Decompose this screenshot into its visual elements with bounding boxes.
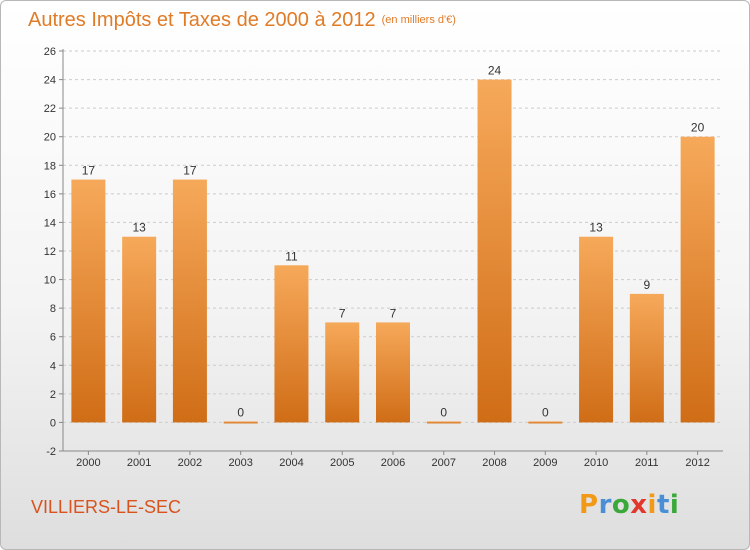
chart-title-main: Autres Impôts et Taxes de 2000 à 2012 (28, 9, 376, 31)
x-tick-label-2007: 2007 (432, 457, 456, 469)
y-tick-label: 0 (50, 417, 56, 429)
y-tick-label: 4 (50, 360, 56, 372)
bar-2008 (477, 79, 512, 423)
x-tick-label-2011: 2011 (635, 457, 659, 469)
bar-2000 (71, 179, 106, 423)
y-tick-label: 22 (44, 103, 56, 115)
data-label-2006: 7 (390, 306, 397, 320)
y-tick-label: 20 (44, 132, 56, 144)
bar-2006 (376, 322, 410, 423)
y-tick-label: 14 (44, 217, 56, 229)
x-tick-label-2003: 2003 (228, 457, 252, 469)
x-tick-label-2006: 2006 (381, 457, 405, 469)
data-label-2002: 17 (183, 164, 197, 178)
logo-letter: r (598, 490, 612, 520)
x-tick-label-2009: 2009 (533, 457, 557, 469)
logo-letter: P (579, 490, 599, 520)
x-tick-label-2001: 2001 (127, 457, 151, 469)
logo-letter: i (647, 490, 657, 520)
bar-2010 (579, 236, 614, 423)
data-label-2001: 13 (132, 221, 146, 235)
y-tick-label: 24 (44, 75, 56, 87)
data-label-2011: 9 (644, 278, 651, 292)
x-tick-label-2008: 2008 (482, 457, 506, 469)
chart-title-unit: (en milliers d'€) (381, 14, 456, 26)
data-label-2010: 13 (589, 221, 603, 235)
y-tick-label: 2 (50, 389, 56, 401)
x-tick-label-2004: 2004 (279, 457, 303, 469)
y-tick-label: 18 (44, 160, 56, 172)
logo-letter: o (611, 490, 631, 520)
bar-2011 (629, 293, 664, 423)
y-tick-label: 26 (44, 46, 56, 58)
y-tick-label: 12 (44, 246, 56, 258)
data-label-2004: 11 (285, 249, 298, 263)
bar-2007 (426, 421, 461, 424)
data-label-2007: 0 (440, 405, 447, 419)
data-label-2005: 7 (339, 306, 346, 320)
x-tick-label-2010: 2010 (584, 457, 608, 469)
bar-2003 (223, 421, 258, 424)
data-label-2003: 0 (237, 405, 244, 419)
y-tick-label: 16 (44, 189, 56, 201)
data-label-2008: 24 (488, 64, 502, 78)
data-label-2009: 0 (542, 405, 549, 419)
logo-letter: i (669, 490, 680, 520)
proxiti-logo: Proxiti (579, 489, 679, 521)
bar-2001 (122, 236, 157, 423)
y-tick-label: 8 (50, 303, 56, 315)
bar-2004 (274, 265, 309, 423)
x-tick-label-2012: 2012 (685, 457, 709, 469)
data-label-2000: 17 (82, 164, 96, 178)
data-label-2012: 20 (691, 121, 705, 135)
chart-title: Autres Impôts et Taxes de 2000 à 2012 (en… (28, 7, 456, 33)
logo-letter: t (656, 490, 670, 520)
x-tick-label-2005: 2005 (330, 457, 354, 469)
bar-2012 (680, 136, 715, 423)
x-tick-label-2002: 2002 (178, 457, 202, 469)
y-tick-label: 10 (44, 275, 56, 287)
bar-2002 (172, 179, 207, 423)
bar-2005 (325, 322, 360, 423)
x-tick-label-2000: 2000 (76, 457, 100, 469)
y-tick-label: 6 (50, 332, 56, 344)
commune-name: VILLIERS-LE-SEC (31, 497, 182, 517)
logo-letter: x (630, 490, 648, 520)
y-tick-label: -2 (46, 446, 56, 458)
bar-2009 (528, 421, 563, 424)
